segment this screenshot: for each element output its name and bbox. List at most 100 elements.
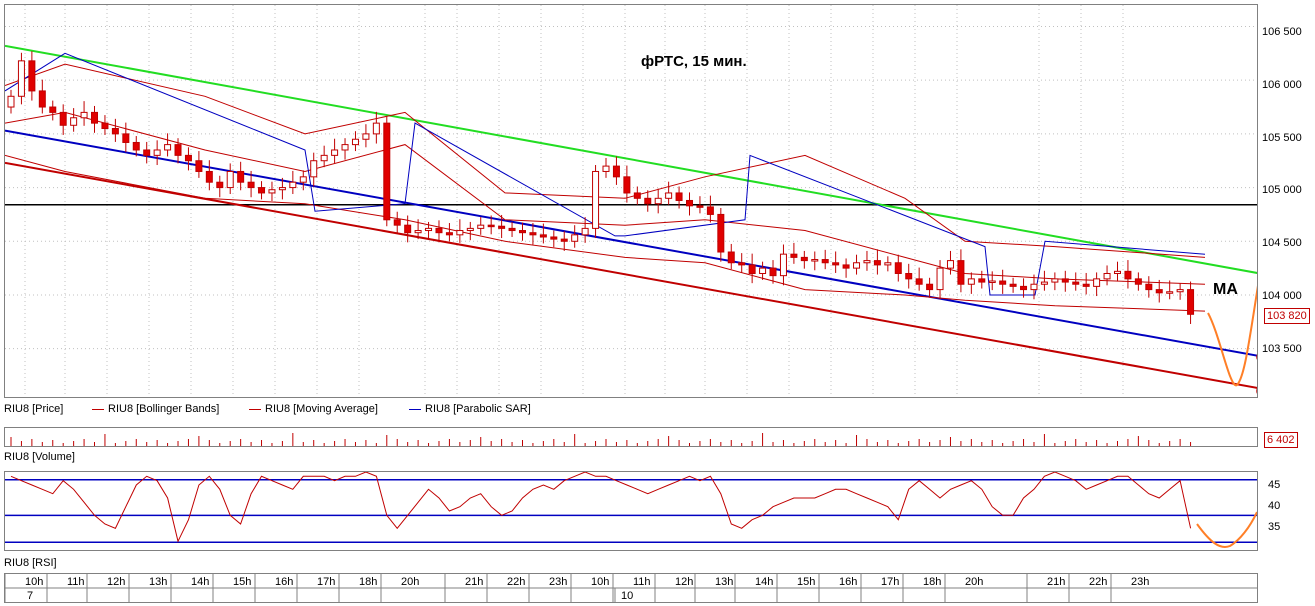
candle-body — [665, 192, 673, 199]
candle-body — [706, 206, 714, 215]
candle-body — [38, 90, 46, 108]
candle-body — [289, 181, 297, 189]
legend-sar: RIU8 [Parabolic SAR] — [409, 403, 531, 415]
candle-body — [811, 259, 819, 262]
price-tick: 104 000 — [1262, 290, 1302, 302]
candle-body — [1103, 272, 1111, 280]
price-tick: 105 500 — [1262, 132, 1302, 144]
price-panel[interactable]: фРТС, 15 мин. MA — [4, 4, 1258, 398]
candle-body — [988, 280, 996, 284]
candle-body — [414, 230, 422, 234]
candle-body — [425, 227, 433, 232]
candle-body — [602, 165, 610, 172]
candle-body — [790, 253, 798, 258]
candle-body — [967, 278, 975, 285]
candle-body — [153, 149, 161, 156]
candle-body — [383, 122, 391, 221]
time-label: 12h — [107, 576, 125, 588]
price-tick: 106 500 — [1262, 26, 1302, 38]
rsi-chart — [5, 472, 1257, 548]
rsi-tick: 45 — [1268, 479, 1281, 491]
volume-panel[interactable] — [4, 427, 1258, 447]
time-label: 15h — [233, 576, 251, 588]
candle-body — [299, 176, 307, 183]
legend-bollinger-label: RIU8 [Bollinger Bands] — [108, 403, 220, 415]
chart-title: фРТС, 15 мин. — [641, 53, 747, 70]
candle-body — [863, 260, 871, 264]
time-label: 17h — [317, 576, 335, 588]
candle-body — [633, 192, 641, 199]
candle-body — [759, 267, 767, 274]
candle-body — [644, 197, 652, 205]
forecast-curve — [1207, 285, 1257, 387]
volume-last-tag: 6 402 — [1264, 432, 1298, 448]
candle-body — [686, 199, 694, 207]
candle-body — [456, 230, 464, 236]
candle-body — [101, 122, 109, 130]
time-label: 10h — [25, 576, 43, 588]
rsi-tick: 35 — [1268, 521, 1281, 533]
candle-body — [80, 111, 88, 119]
candle-body — [1072, 281, 1080, 285]
price-tick: 105 000 — [1262, 184, 1302, 196]
candle-body — [362, 133, 370, 140]
candle-body — [1134, 278, 1142, 285]
candle-body — [258, 187, 266, 194]
candle-body — [508, 227, 516, 232]
rsi-legend: RIU8 [RSI] — [4, 557, 57, 569]
candle-body — [216, 181, 224, 189]
time-label: 20h — [965, 576, 983, 588]
time-label: 14h — [191, 576, 209, 588]
candle-body — [1187, 289, 1195, 315]
channel-line-middle — [5, 129, 1257, 357]
volume-chart — [10, 433, 1192, 446]
candle-body — [1051, 278, 1059, 283]
candle-body — [779, 253, 787, 277]
candle-body — [884, 262, 892, 266]
candle-body — [1009, 283, 1017, 287]
time-label: 10h — [591, 576, 609, 588]
price-axis — [1260, 4, 1315, 398]
candle-body — [1113, 270, 1121, 274]
candle-body — [435, 227, 443, 234]
candle-body — [70, 117, 78, 126]
candle-body — [28, 60, 36, 92]
candle-body — [49, 106, 57, 113]
candle-body — [1082, 283, 1090, 287]
candle-body — [247, 181, 255, 189]
candle-body — [894, 262, 902, 274]
candle-body — [738, 262, 746, 266]
rsi-tick: 40 — [1268, 500, 1281, 512]
candle-body — [341, 144, 349, 151]
legend-ma: RIU8 [Moving Average] — [249, 403, 378, 415]
time-label: 15h — [797, 576, 815, 588]
time-label: 22h — [507, 576, 525, 588]
candle-body — [727, 251, 735, 264]
candle-body — [957, 260, 965, 285]
bollinger-upper-line — [5, 63, 1206, 258]
candle-body — [393, 219, 401, 226]
candle-body — [1155, 289, 1163, 294]
candle-body — [195, 160, 203, 172]
candle-body — [1176, 289, 1184, 293]
rsi-panel[interactable] — [4, 471, 1258, 551]
time-label: 16h — [275, 576, 293, 588]
candle-body — [821, 259, 829, 264]
legend-bollinger: RIU8 [Bollinger Bands] — [92, 403, 219, 415]
candle-body — [529, 232, 537, 236]
candle-body — [1093, 278, 1101, 287]
candle-body — [91, 111, 99, 124]
candle-body — [122, 133, 130, 143]
candle-body — [111, 128, 119, 135]
time-label: 13h — [149, 576, 167, 588]
candle-body — [1061, 278, 1069, 283]
time-label: 13h — [715, 576, 733, 588]
candle-body — [487, 224, 495, 228]
ma-annotation: MA — [1213, 281, 1238, 298]
candle-body — [550, 236, 558, 240]
candle-body — [310, 160, 318, 178]
time-label: 22h — [1089, 576, 1107, 588]
candle-body — [748, 264, 756, 274]
candle-body — [1030, 283, 1038, 291]
price-tick: 106 000 — [1262, 79, 1302, 91]
